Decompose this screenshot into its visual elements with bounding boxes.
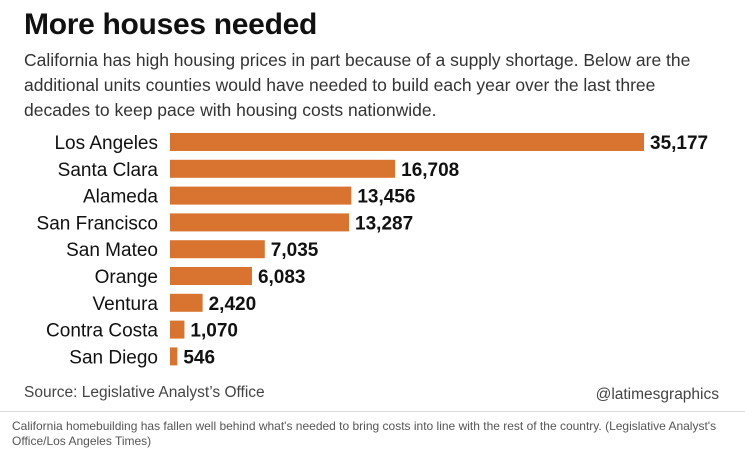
category-label: San Francisco [37, 213, 158, 234]
bar [170, 347, 178, 366]
source-note: Source: Legislative Analyst’s Office [24, 384, 265, 401]
category-label: San Mateo [66, 240, 158, 261]
bar [170, 133, 644, 151]
bar [170, 159, 396, 178]
image-caption: California homebuilding has fallen well … [12, 419, 717, 448]
category-label: Orange [95, 267, 158, 288]
value-label: 35,177 [650, 133, 708, 154]
category-label: Ventura [93, 294, 159, 315]
value-label: 16,708 [401, 160, 459, 181]
bar [170, 320, 185, 339]
value-label: 1,070 [190, 321, 238, 342]
value-label: 13,456 [357, 187, 415, 208]
category-label: Contra Costa [46, 321, 158, 342]
value-label: 6,083 [258, 267, 306, 288]
bar [170, 240, 265, 259]
bar [170, 293, 203, 312]
divider [0, 411, 745, 412]
chart-subtitle: California has high housing prices in pa… [24, 50, 691, 120]
bar [170, 213, 350, 232]
category-label: Los Angeles [54, 133, 158, 154]
graphics-credit: @latimesgraphics [595, 386, 719, 403]
bar [170, 186, 352, 205]
value-label: 546 [183, 347, 215, 368]
category-label: Santa Clara [58, 160, 159, 181]
category-label: Alameda [83, 187, 158, 208]
category-label: San Diego [69, 347, 158, 368]
value-label: 2,420 [209, 294, 257, 315]
bar-chart: Los Angeles 35,177 Santa Clara 16,708 Alamed… [37, 133, 708, 368]
bar [170, 267, 252, 285]
value-label: 13,287 [355, 213, 413, 234]
chart-title: More houses needed [24, 8, 318, 41]
value-label: 7,035 [271, 240, 319, 261]
